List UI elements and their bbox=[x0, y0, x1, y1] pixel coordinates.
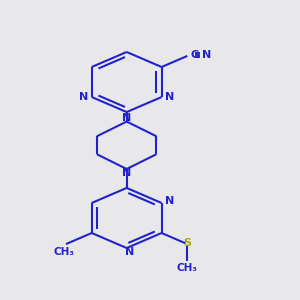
Text: N: N bbox=[165, 92, 174, 102]
Text: S: S bbox=[183, 238, 191, 248]
Text: N: N bbox=[122, 168, 131, 178]
Text: N: N bbox=[165, 196, 174, 206]
Text: C: C bbox=[191, 50, 199, 60]
Text: N: N bbox=[202, 50, 212, 60]
Text: N: N bbox=[80, 92, 89, 102]
Text: CH₃: CH₃ bbox=[53, 247, 74, 256]
Text: N: N bbox=[122, 113, 131, 123]
Text: CH₃: CH₃ bbox=[177, 263, 198, 273]
Text: N: N bbox=[125, 248, 135, 257]
